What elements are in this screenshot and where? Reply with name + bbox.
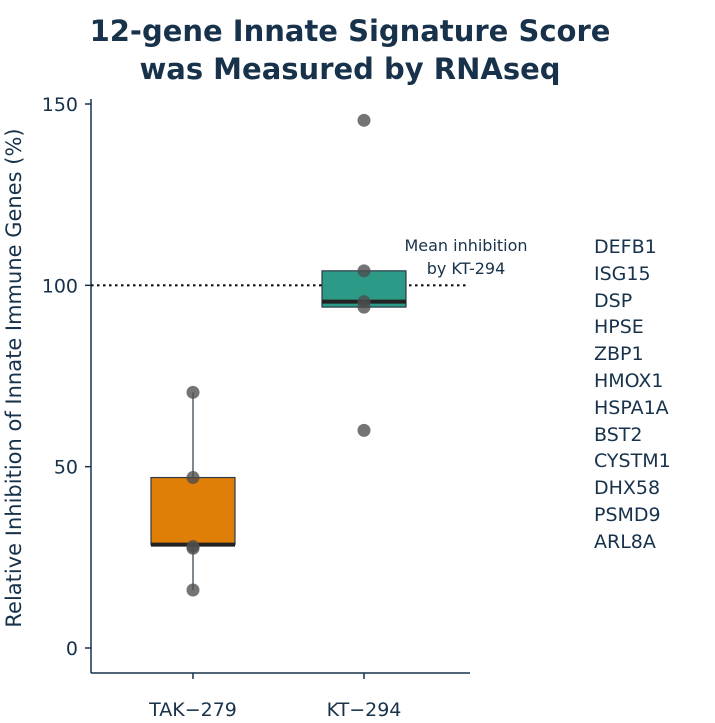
data-point [186, 385, 200, 399]
gene-list-item: HSPA1A [594, 396, 669, 419]
data-point [357, 264, 371, 278]
reference-line-label-line-2: by KT-294 [427, 259, 506, 278]
gene-list-item: BST2 [594, 423, 643, 446]
gene-list-item: DSP [594, 289, 633, 312]
box [150, 476, 236, 546]
reference-line-layer: Mean inhibition by KT-294 [91, 236, 528, 287]
x-tick-label: KT−294 [327, 699, 402, 721]
chart-title: 12-gene Innate Signature Score was Measu… [0, 12, 700, 88]
data-point [357, 113, 371, 127]
gene-list-item: HMOX1 [594, 369, 664, 392]
x-tick-label: TAK−279 [148, 699, 237, 721]
y-tick-label: 150 [42, 94, 78, 116]
gene-list: DEFB1 ISG15 DSP HPSE ZBP1 HMOX1 HSPA1A BST2 CYST… [594, 234, 671, 556]
gene-list-item: CYSTM1 [594, 450, 671, 473]
y-tick-label: 100 [42, 275, 78, 297]
boxes-layer [150, 270, 407, 590]
chart-title-line-2: was Measured by RNAseq [139, 52, 561, 86]
gene-list-item: DEFB1 [594, 236, 657, 258]
gene-list-item: PSMD9 [594, 503, 661, 526]
data-point [186, 583, 200, 597]
gene-list-item: ISG15 [594, 262, 651, 285]
y-tick-label: 50 [54, 457, 78, 479]
gene-list-item: DHX58 [594, 477, 661, 500]
data-point [186, 541, 200, 555]
chart-title-line-1: 12-gene Innate Signature Score [89, 14, 611, 48]
reference-line-label-line-1: Mean inhibition [404, 236, 527, 255]
axes-layer: 0 50 100 150 TAK−279 KT−294 Relative Inhibitio… [2, 94, 470, 721]
gene-list-item: ZBP1 [594, 343, 644, 366]
points-layer [186, 113, 371, 597]
data-point [357, 300, 371, 314]
y-tick-label: 0 [66, 638, 78, 660]
gene-list-item: ARL8A [594, 530, 656, 553]
gene-list-item: HPSE [594, 316, 644, 339]
data-point [357, 423, 371, 437]
data-point [186, 471, 200, 485]
y-axis-label: Relative Inhibition of Innate Immune Gen… [2, 128, 26, 627]
